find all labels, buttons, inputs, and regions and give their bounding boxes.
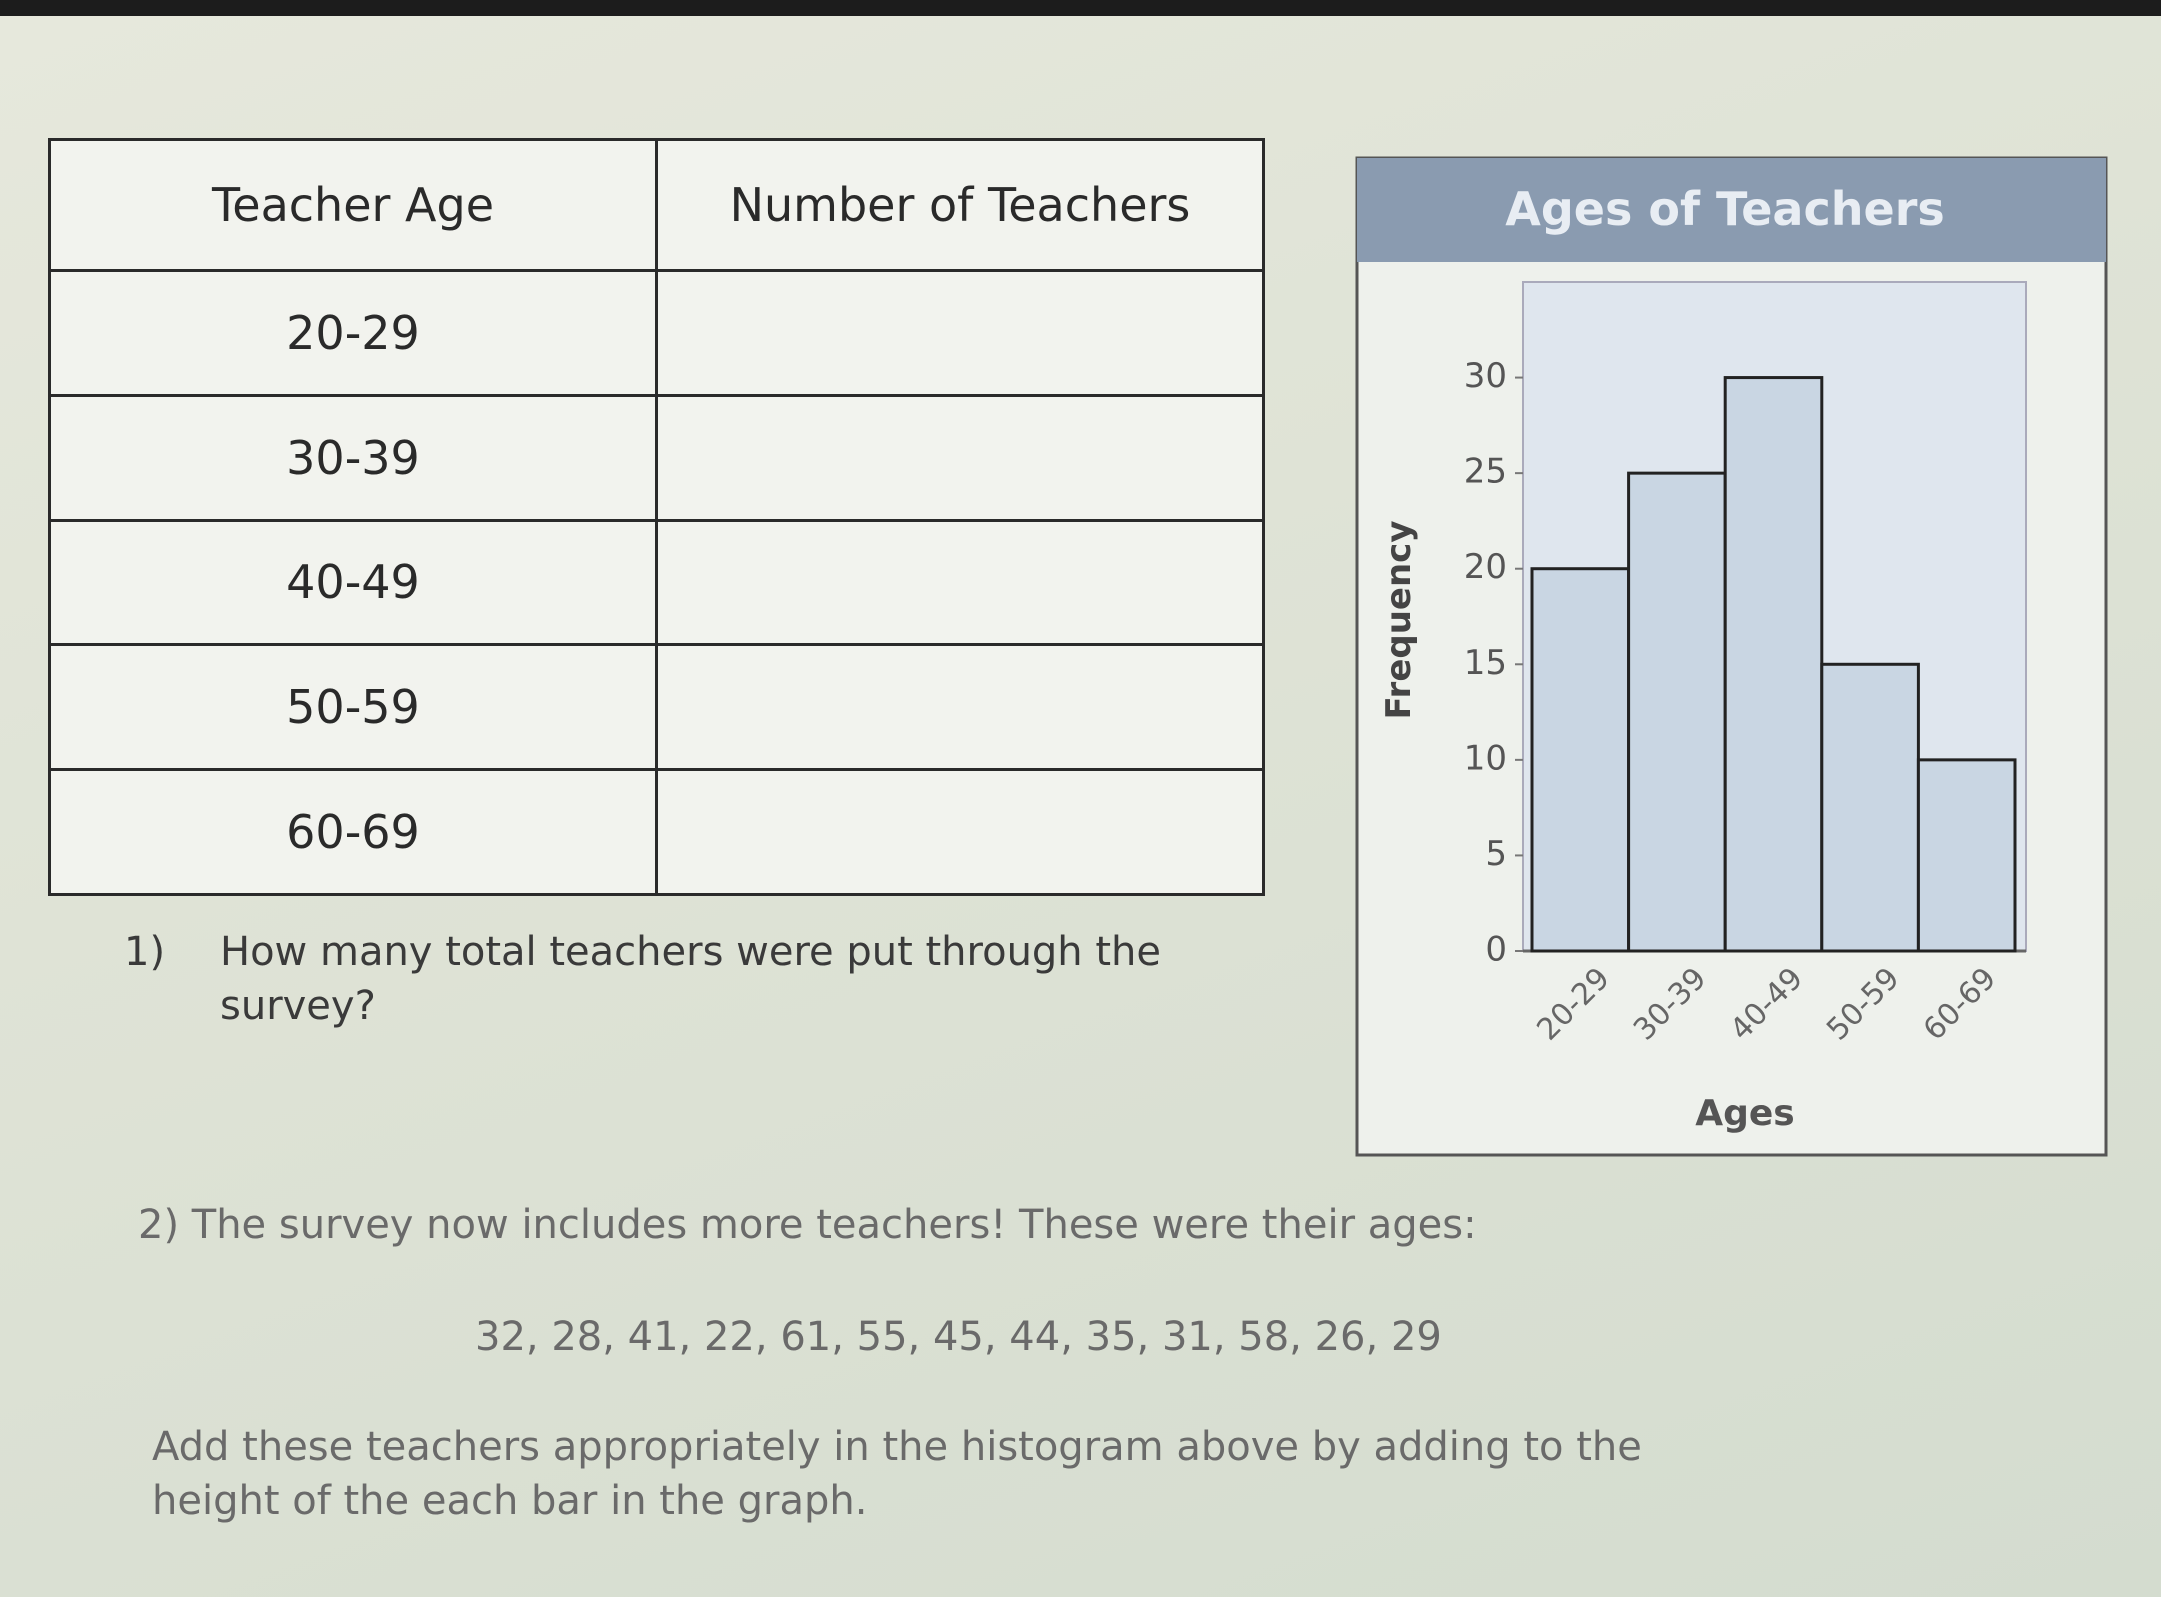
question-text: 2) The survey now includes more teachers…	[138, 1202, 1477, 1248]
y-tick-label: 15	[1464, 643, 1507, 683]
y-tick-label: 20	[1464, 547, 1507, 587]
header-cell: Number of Teachers	[655, 138, 1265, 272]
empty-cell	[655, 643, 1265, 772]
question-text: How many total teachers were put through…	[220, 929, 1162, 1029]
ages-list: 32, 28, 41, 22, 61, 55, 45, 44, 35, 31, …	[475, 1314, 1442, 1360]
age-cell: 60-69	[48, 768, 658, 896]
data-table: Teacher Age Number of Teachers 20-29 30-3…	[48, 138, 1265, 896]
y-tick-label: 0	[1485, 930, 1507, 970]
bar	[1916, 758, 2017, 953]
screen-bezel	[0, 0, 2161, 16]
age-cell: 50-59	[48, 643, 658, 772]
y-tick-label: 30	[1464, 356, 1507, 396]
y-tick-label: 25	[1464, 452, 1507, 492]
empty-cell	[655, 393, 1265, 522]
x-axis-label: Ages	[1695, 1093, 1794, 1134]
y-tick-label: 5	[1485, 834, 1507, 874]
bar	[1530, 567, 1631, 953]
empty-cell	[655, 518, 1265, 647]
bar	[1627, 471, 1727, 953]
empty-cell	[655, 269, 1265, 397]
age-cell: 20-29	[48, 269, 658, 397]
chart-title: Ages of Teachers	[1505, 182, 1945, 236]
y-tick-label: 10	[1464, 738, 1507, 778]
header-cell: Teacher Age	[48, 138, 658, 272]
age-cell: 40-49	[48, 518, 658, 647]
title-band	[1357, 158, 2106, 262]
bar	[1820, 662, 1920, 953]
instruction: Add these teachers appropriately in the …	[152, 1424, 1642, 1524]
y-axis-label: Frequency	[1379, 520, 1419, 719]
empty-cell	[655, 768, 1265, 896]
bar	[1723, 376, 1824, 953]
question-number: 1)	[124, 929, 166, 975]
age-cell: 30-39	[48, 393, 658, 522]
